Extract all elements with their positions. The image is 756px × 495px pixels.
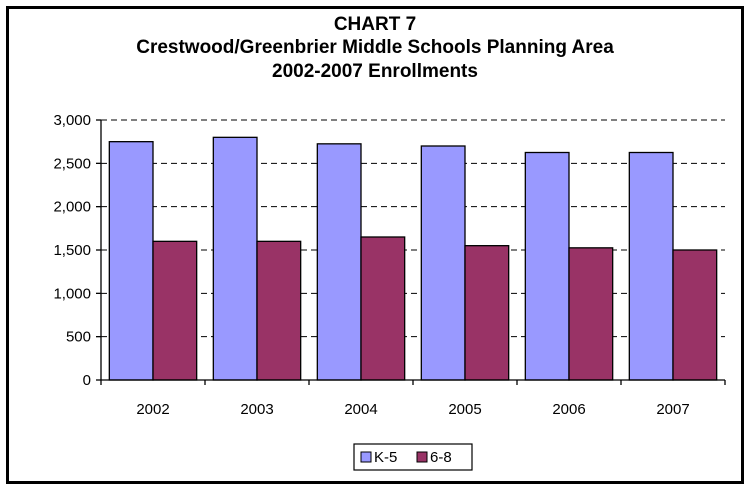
y-tick-labels: 0 500 1,000 1,500 2,000 2,500 3,000 [53, 112, 91, 389]
axes [96, 119, 726, 385]
x-tick-label: 2007 [656, 401, 689, 418]
chart-title-line: CHART 7 [334, 14, 416, 35]
chart-frame: CHART 7 Crestwood/Greenbrier Middle Schoo… [6, 6, 744, 484]
bar-k5-2002 [108, 141, 154, 381]
bar-68-2007 [672, 249, 718, 381]
bar-68-2003 [256, 240, 302, 381]
bar-k5-2006 [524, 151, 570, 381]
legend-box [353, 443, 473, 471]
bar-k5-2004 [316, 143, 362, 381]
bar-k5-2007 [628, 151, 674, 381]
x-tick-label: 2003 [240, 401, 273, 418]
y-tick-label: 1,000 [53, 285, 91, 302]
chart-title-line: Crestwood/Greenbrier Middle Schools Plan… [136, 37, 614, 58]
x-tick-labels: 2002 2003 2004 2005 2006 2007 [136, 401, 689, 418]
x-tick-label: 2006 [552, 401, 585, 418]
x-tick-label: 2005 [448, 401, 481, 418]
y-tick-label: 2,000 [53, 199, 91, 216]
y-tick-label: 2,500 [53, 155, 91, 172]
legend-label: K-5 [374, 449, 397, 466]
y-tick-label: 500 [66, 329, 91, 346]
legend-label: 6-8 [430, 449, 452, 466]
bars [108, 136, 718, 381]
legend-swatch-68 [416, 451, 428, 463]
chart-title-line: 2002-2007 Enrollments [272, 61, 478, 82]
bar-k5-2005 [420, 145, 466, 381]
bar-68-2002 [152, 240, 198, 381]
x-tick-label: 2004 [344, 401, 377, 418]
legend: K-5 6-8 [353, 443, 473, 471]
bar-68-2006 [568, 247, 614, 381]
y-tick-label: 0 [83, 372, 91, 389]
gridlines [101, 119, 725, 338]
bar-68-2005 [464, 245, 510, 381]
y-tick-label: 1,500 [53, 242, 91, 259]
bar-68-2004 [360, 236, 406, 381]
bar-k5-2003 [212, 136, 258, 381]
y-tick-label: 3,000 [53, 112, 91, 129]
x-tick-label: 2002 [136, 401, 169, 418]
legend-swatch-k5 [360, 451, 372, 463]
